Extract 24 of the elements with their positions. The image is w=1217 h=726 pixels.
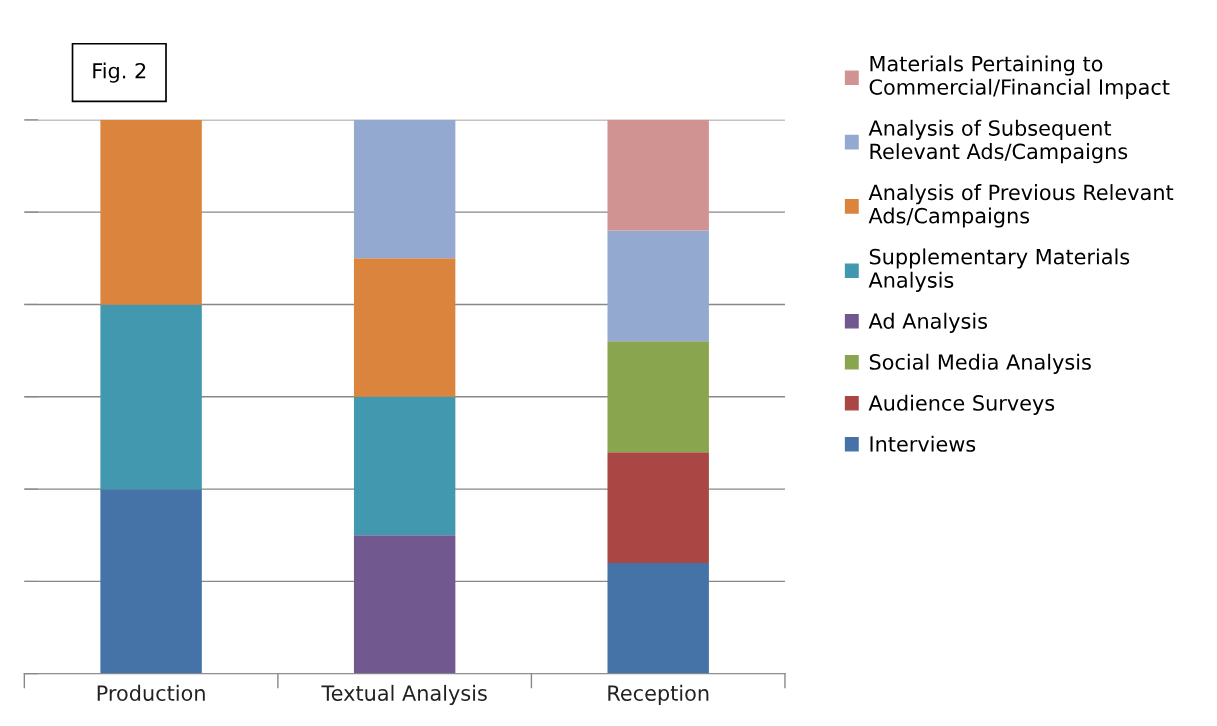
bar bbox=[353, 535, 456, 674]
bar bbox=[607, 452, 709, 563]
bar bbox=[607, 562, 709, 674]
x-tick-label: Production bbox=[97, 684, 205, 701]
bar bbox=[100, 304, 202, 490]
legend-label: Ad Analysis bbox=[868, 312, 988, 333]
x-tick-label: Reception bbox=[608, 684, 709, 705]
bar bbox=[607, 119, 709, 231]
legend-label: Supplementary Materials Analysis bbox=[868, 248, 1130, 292]
legend-label: Interviews bbox=[870, 435, 976, 452]
legend-label: Analysis of Subsequent Relevant Ads/Campaigns bbox=[868, 119, 1128, 164]
bar bbox=[100, 489, 202, 674]
legend-label: Analysis of Previous Relevant Ads/Campaigns bbox=[868, 184, 1174, 228]
caption: Fig. 2 bbox=[93, 62, 146, 83]
bar bbox=[100, 119, 202, 305]
bar bbox=[353, 258, 456, 397]
bar bbox=[353, 119, 456, 259]
x-tick-label: Textual Analysis bbox=[321, 684, 487, 705]
legend-label: Audience Surveys bbox=[868, 394, 1055, 415]
bar bbox=[353, 396, 456, 536]
legend-label: Materials Pertaining to Commercial/Financial Impact bbox=[869, 55, 1170, 99]
bar bbox=[607, 230, 709, 342]
legend-label: Social Media Analysis bbox=[869, 353, 1091, 374]
bar bbox=[607, 341, 709, 453]
